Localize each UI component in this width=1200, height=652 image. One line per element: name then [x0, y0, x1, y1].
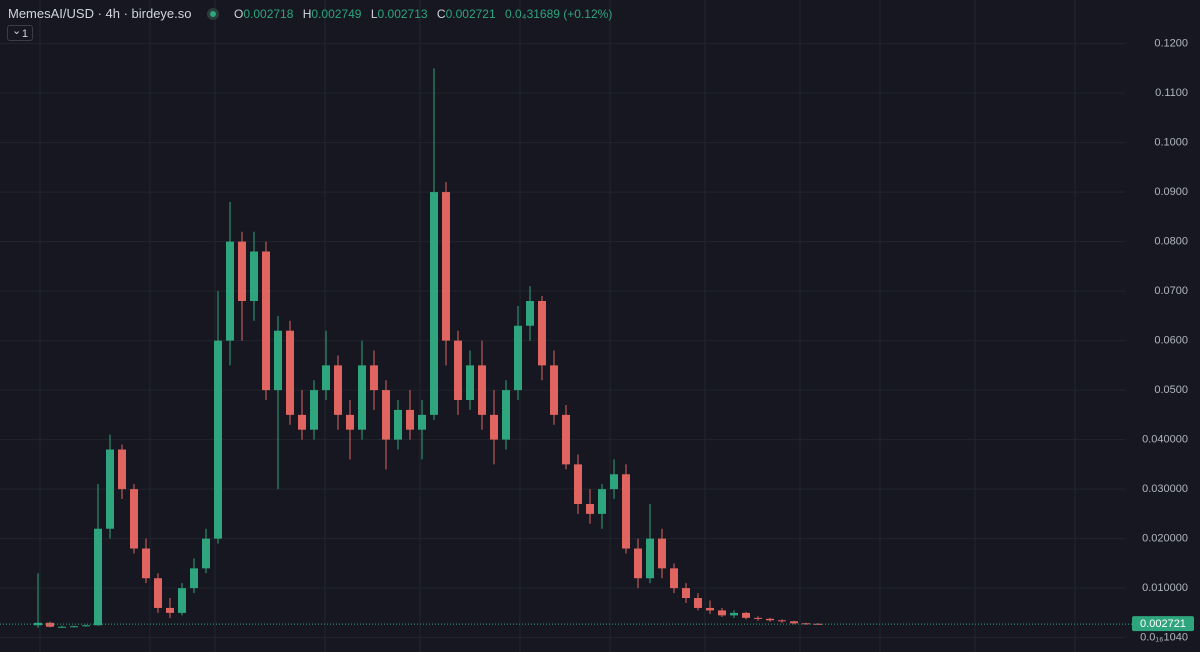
candle-body — [622, 474, 630, 549]
candle-body — [658, 538, 666, 569]
y-tick-label: 0.0900 — [1154, 186, 1188, 198]
time-grid — [39, 0, 1076, 652]
candle-body — [322, 365, 330, 391]
symbol-title: MemesAI/USD · 4h · birdeye.so — [8, 6, 192, 21]
candle-body — [82, 625, 90, 627]
candle-body — [610, 474, 618, 490]
candle-body — [442, 192, 450, 341]
candle-body — [454, 340, 462, 401]
candle-body — [550, 365, 558, 415]
candle-body — [766, 618, 774, 621]
candle-body — [634, 548, 642, 579]
candle-body — [478, 365, 486, 415]
candle-body — [310, 390, 318, 430]
candle-body — [34, 622, 42, 626]
y-tick-label: 0.0800 — [1154, 235, 1188, 247]
candle-body — [574, 464, 582, 504]
h-label: H — [302, 7, 312, 21]
o-value: 0.002718 — [243, 7, 294, 21]
candle-body — [238, 241, 246, 301]
candle-body — [466, 365, 474, 401]
candle-body — [670, 568, 678, 589]
candle-body — [382, 390, 390, 440]
candle-body — [370, 365, 378, 391]
ohlc-legend: O0.002718 H0.002749 L0.002713 C0.002721 … — [234, 7, 618, 21]
candle-body — [802, 623, 810, 625]
candle-body — [694, 598, 702, 608]
candle-body — [682, 588, 690, 599]
o-label: O — [234, 7, 244, 21]
candle-body — [526, 300, 534, 326]
candle-body — [514, 325, 522, 391]
candle-body — [250, 251, 258, 301]
candle-body — [70, 626, 78, 628]
y-tick-label: 0.010000 — [1142, 582, 1188, 594]
y-tick-label: 0.1100 — [1155, 87, 1188, 99]
candle-body — [490, 414, 498, 440]
candle-body — [742, 612, 750, 618]
candle-body — [730, 612, 738, 616]
candle-body — [706, 607, 714, 611]
candle-body — [418, 414, 426, 430]
candle-body — [130, 489, 138, 549]
candle-body — [142, 548, 150, 579]
candle-body — [778, 620, 786, 622]
candle-body — [262, 251, 270, 391]
candle-body — [94, 528, 102, 626]
candle-body — [154, 578, 162, 608]
y-tick-label: 0.1000 — [1154, 136, 1188, 148]
candle-body — [754, 617, 762, 619]
y-tick-label: 0.020000 — [1142, 533, 1188, 545]
candle-body — [226, 241, 234, 341]
candle-body — [406, 409, 414, 430]
candle-body — [334, 365, 342, 415]
candle-body — [598, 489, 606, 514]
candle-body — [586, 503, 594, 514]
candle-body — [106, 449, 114, 529]
candle-body — [202, 538, 210, 569]
c-label: C — [436, 7, 446, 21]
y-tick-label: 0.0₁₆1040 — [1140, 632, 1188, 644]
candle-body — [46, 622, 54, 627]
candle-body — [646, 538, 654, 579]
candle-body — [166, 607, 174, 613]
y-tick-label: 0.0600 — [1154, 335, 1188, 347]
candle-body — [790, 621, 798, 624]
candle-body — [814, 623, 822, 625]
candle-body — [118, 449, 126, 490]
last-price-label: 0.002721 — [1140, 618, 1186, 630]
y-tick-label: 0.0700 — [1154, 285, 1188, 297]
candle-body — [562, 414, 570, 465]
candle-body — [430, 192, 438, 415]
change: 0.0₄31689 (+0.12%) — [505, 7, 613, 21]
h-value: 0.002749 — [311, 7, 362, 21]
collapse-button[interactable]: 1 — [7, 23, 33, 41]
candle-body — [286, 330, 294, 415]
candle-body — [58, 626, 66, 628]
candle-body — [718, 610, 726, 616]
candle-body — [346, 414, 354, 430]
l-label: L — [370, 7, 378, 21]
candle-body — [178, 588, 186, 613]
status-dot — [207, 8, 219, 20]
last-price-tag — [1132, 616, 1194, 632]
candle-body — [190, 568, 198, 589]
candle-body — [502, 390, 510, 440]
y-tick-label: 0.0500 — [1154, 384, 1188, 396]
candle-body — [214, 340, 222, 539]
candle-body — [394, 409, 402, 440]
candle-body — [358, 365, 366, 430]
y-tick-label: 0.030000 — [1142, 483, 1188, 495]
candle-body — [298, 414, 306, 430]
candle-body — [538, 300, 546, 366]
l-value: 0.002713 — [377, 7, 428, 21]
c-value: 0.002721 — [445, 7, 496, 21]
y-tick-label: 0.1200 — [1154, 37, 1188, 49]
y-tick-label: 0.040000 — [1142, 434, 1188, 446]
candle-body — [274, 330, 282, 391]
